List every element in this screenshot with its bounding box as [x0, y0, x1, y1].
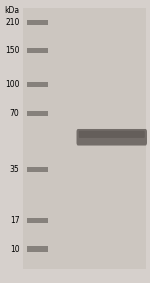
FancyBboxPatch shape	[27, 82, 48, 87]
FancyBboxPatch shape	[27, 48, 48, 53]
FancyBboxPatch shape	[27, 167, 48, 172]
FancyBboxPatch shape	[27, 246, 48, 252]
Text: 100: 100	[5, 80, 20, 89]
Text: 150: 150	[5, 46, 20, 55]
FancyBboxPatch shape	[27, 218, 48, 223]
Text: 35: 35	[10, 165, 20, 174]
FancyBboxPatch shape	[27, 111, 48, 116]
Text: 17: 17	[10, 216, 20, 225]
Text: 10: 10	[10, 245, 20, 254]
FancyBboxPatch shape	[27, 20, 48, 25]
Text: kDa: kDa	[4, 6, 20, 15]
Text: 210: 210	[5, 18, 20, 27]
FancyBboxPatch shape	[79, 131, 145, 138]
FancyBboxPatch shape	[76, 129, 147, 145]
Text: 70: 70	[10, 109, 20, 118]
FancyBboxPatch shape	[22, 8, 146, 269]
